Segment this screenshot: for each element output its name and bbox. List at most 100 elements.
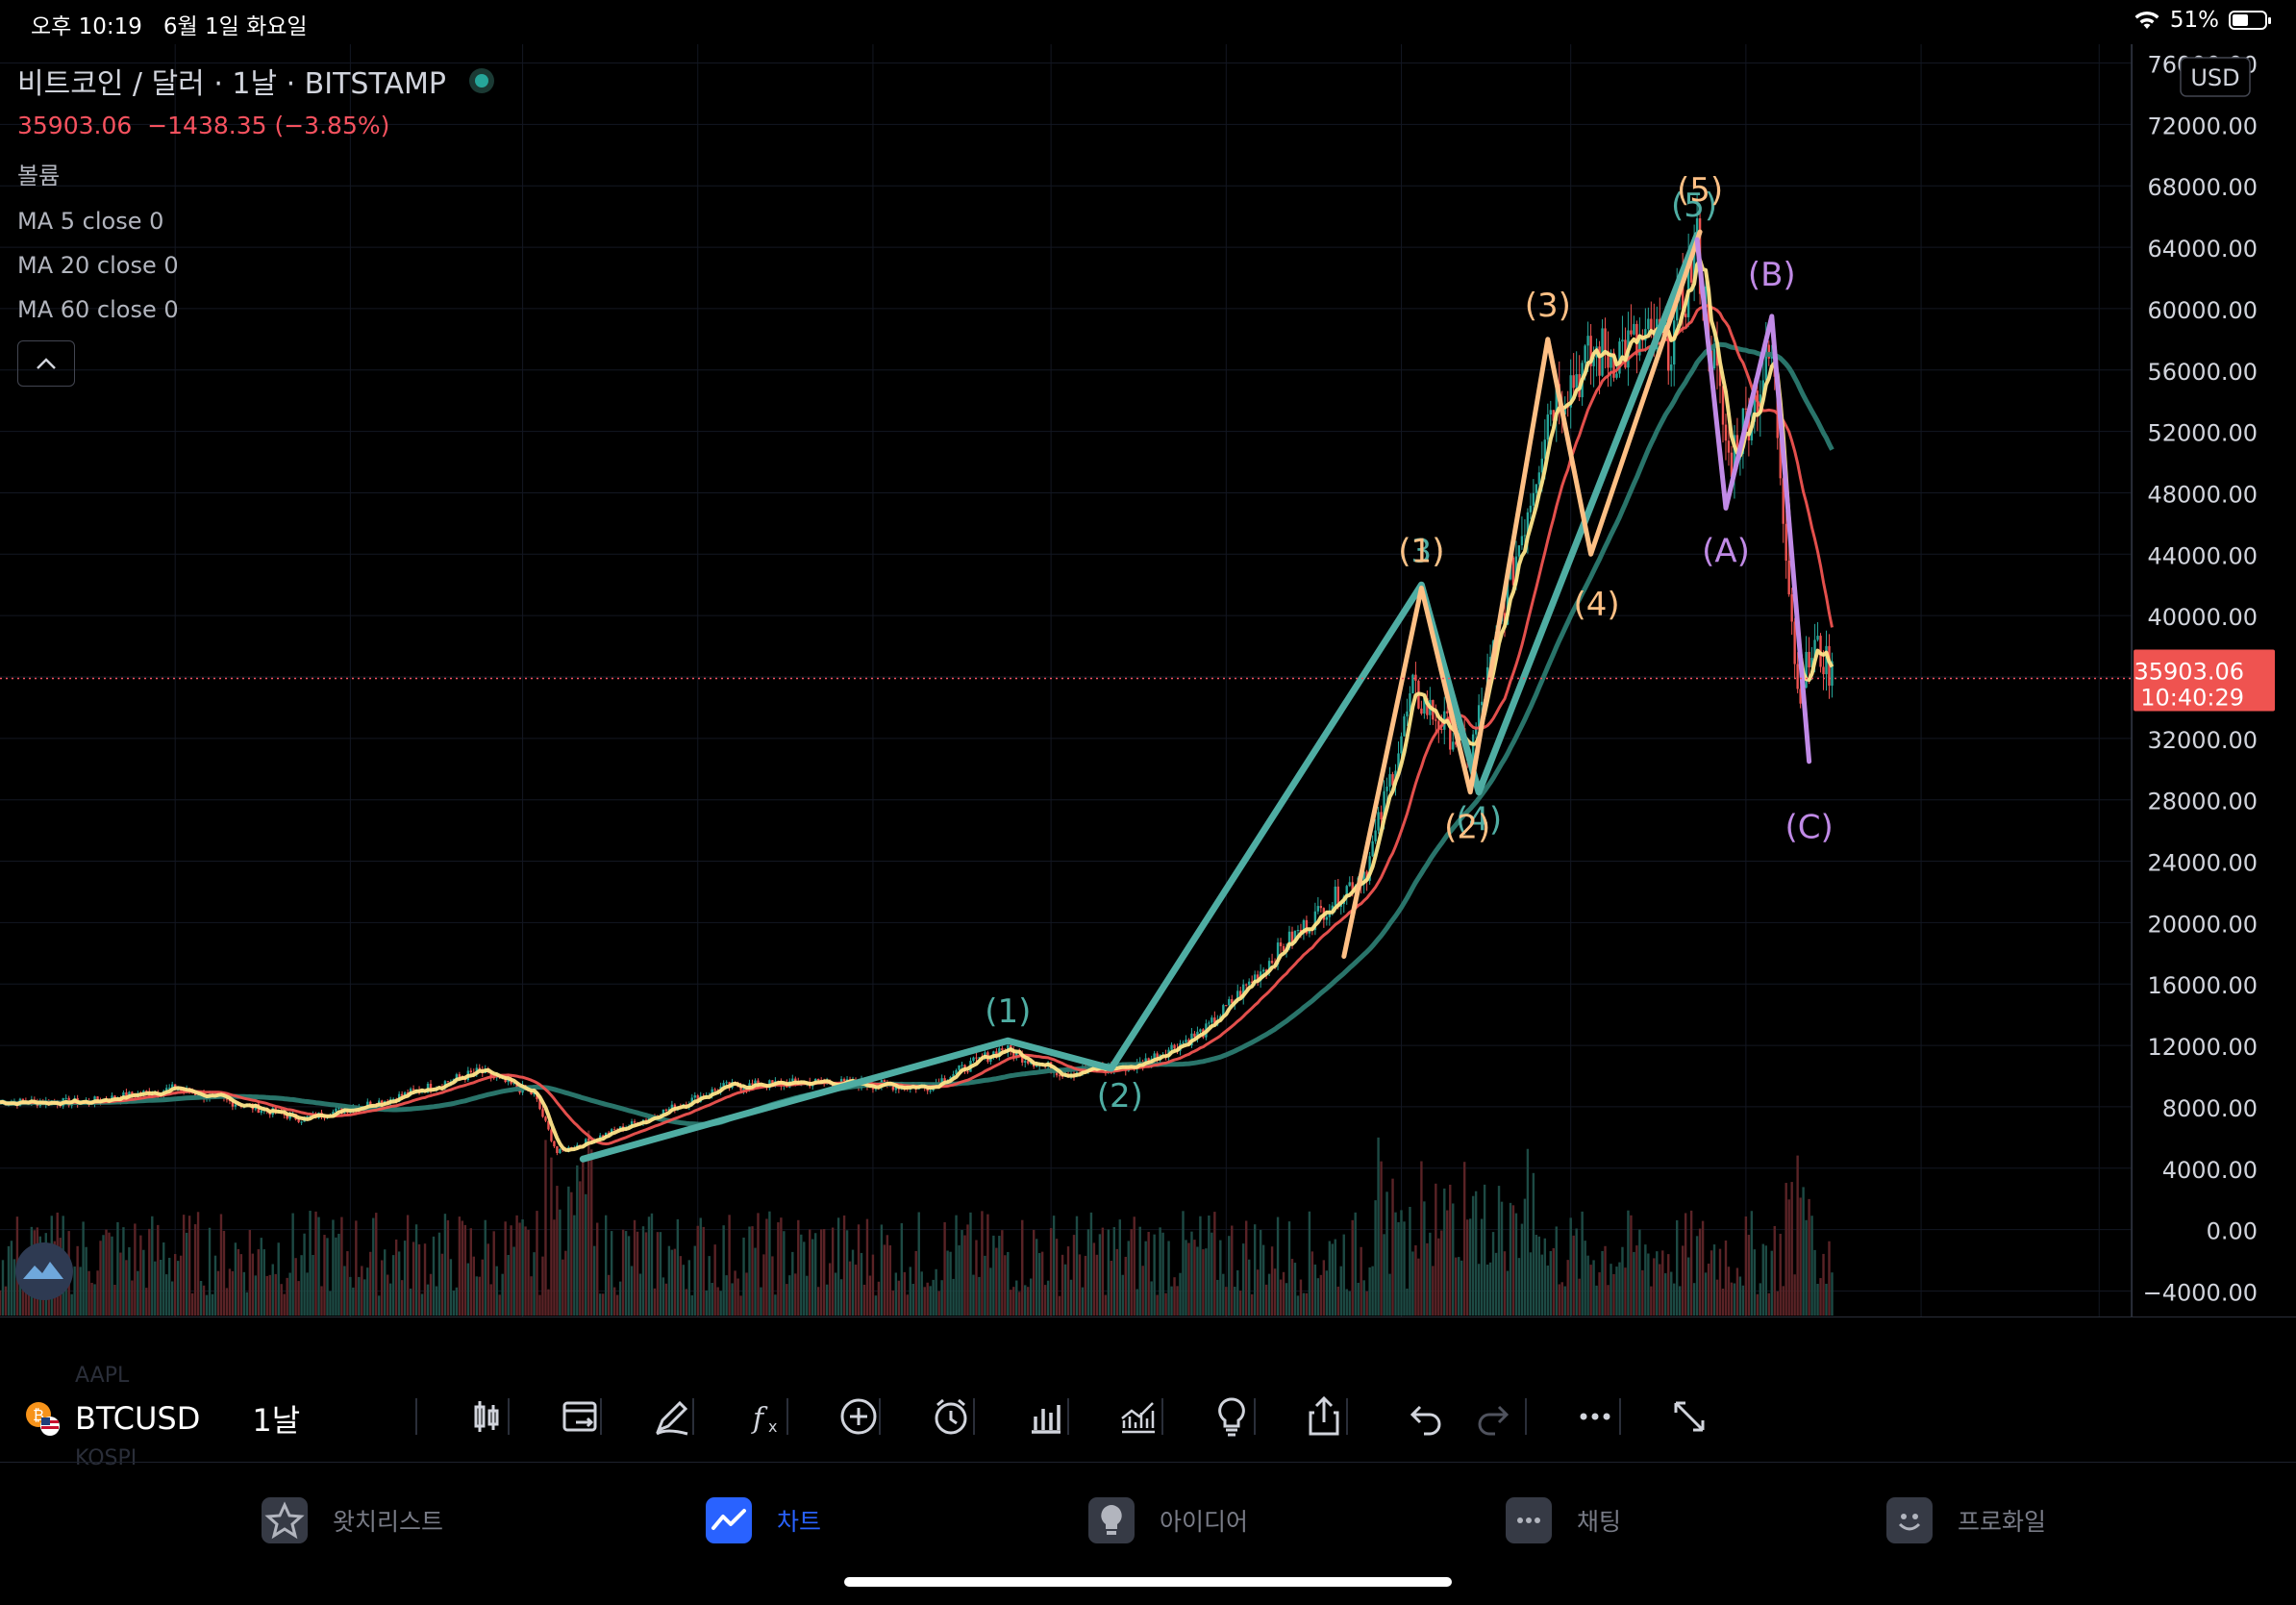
trend-button[interactable] <box>1113 1392 1161 1441</box>
volume-bar <box>187 1216 191 1316</box>
volume-bar <box>1423 1201 1426 1316</box>
volume-bar <box>323 1235 326 1316</box>
volume-bar <box>883 1244 886 1316</box>
volume-bar <box>610 1231 613 1316</box>
price-tick-label: 32000.00 <box>2147 727 2258 754</box>
candle-body <box>958 1065 961 1070</box>
candles-button[interactable] <box>462 1392 510 1441</box>
candle-body <box>1331 905 1335 912</box>
symbol-selector[interactable]: ₿ BTCUSD 1날 <box>23 1396 300 1441</box>
volume-bar <box>667 1245 671 1316</box>
candle-body <box>1308 930 1311 934</box>
volume-bar <box>1520 1223 1524 1316</box>
alert-button[interactable] <box>927 1392 975 1441</box>
home-indicator[interactable] <box>844 1577 1452 1587</box>
volume-bar <box>85 1246 87 1316</box>
redo-button[interactable] <box>1471 1392 1519 1441</box>
share-button[interactable] <box>1300 1392 1348 1441</box>
tab-label: 아이디어 <box>1160 1508 1249 1536</box>
compare-button[interactable] <box>556 1392 604 1441</box>
tab-bulb[interactable]: 아이디어 <box>1088 1497 1248 1543</box>
price-axis[interactable]: 76000.0072000.0068000.0064000.0060000.00… <box>2131 44 2275 1317</box>
volume-bar <box>1802 1187 1805 1316</box>
draw-button[interactable] <box>648 1392 696 1441</box>
symbol-title-row[interactable]: 비트코인 / 달러 · 1날 · BITSTAMP <box>17 60 494 102</box>
candle-body <box>1618 341 1621 374</box>
tab-chat[interactable]: 채팅 <box>1506 1497 1621 1543</box>
volume-bar <box>1488 1262 1492 1316</box>
undo-button[interactable] <box>1400 1392 1448 1441</box>
currency-button[interactable] <box>2180 57 2251 97</box>
ma5-indicator-label[interactable]: MA 5 close 0 <box>17 208 164 235</box>
volume-bar <box>1279 1279 1283 1316</box>
add-button[interactable] <box>835 1392 883 1441</box>
fullscreen-button[interactable] <box>1665 1392 1713 1441</box>
toolbar-separator <box>973 1398 975 1435</box>
volume-bar <box>423 1243 427 1316</box>
volume-indicator-label[interactable]: 볼륨 <box>17 163 61 189</box>
volume-bar <box>1659 1264 1661 1316</box>
wave-drawings[interactable] <box>579 229 1812 1163</box>
volume-bar <box>1130 1229 1133 1316</box>
tab-chart[interactable]: 차트 <box>706 1497 821 1543</box>
volume-bar <box>851 1249 855 1316</box>
volume-bar <box>417 1243 421 1316</box>
price-tick-label: 52000.00 <box>2147 420 2258 447</box>
candle-body <box>1267 961 1271 972</box>
volume-bar <box>1293 1263 1297 1316</box>
volume-bar <box>742 1237 745 1316</box>
volume-bar <box>1164 1292 1167 1316</box>
tab-smile[interactable]: 프로화일 <box>1886 1497 2046 1543</box>
bar-chart-button[interactable] <box>1021 1392 1069 1441</box>
candle-body <box>1440 728 1443 730</box>
volume-bar <box>466 1263 470 1316</box>
ideas-logo-button[interactable] <box>15 1242 73 1300</box>
volume-bar <box>1468 1218 1472 1316</box>
candle-body <box>381 1100 384 1105</box>
symbol-title[interactable]: 비트코인 / 달러 · 1날 · BITSTAMP <box>17 67 446 101</box>
volume-bar <box>1385 1191 1388 1316</box>
wave-orange-impulse[interactable] <box>1341 229 1703 959</box>
volume-bar <box>1790 1182 1793 1316</box>
volume-bar <box>280 1284 283 1316</box>
volume-bar <box>1 1260 5 1316</box>
candle-body <box>1027 1061 1030 1064</box>
volume-bar <box>375 1213 378 1316</box>
volume-bar <box>1313 1264 1317 1316</box>
candle-body <box>1250 981 1254 983</box>
volume-bar <box>1715 1279 1719 1316</box>
candle-body <box>1302 919 1306 933</box>
volume-bar <box>1127 1241 1130 1316</box>
collapse-legend-button[interactable] <box>17 340 75 387</box>
volume-bar <box>559 1209 562 1316</box>
interval-selector[interactable]: 1날 <box>252 1402 301 1439</box>
price-chart[interactable]: (1)(2)(3)(4)(5)(1)(2)(3)(4)(5)(A)(B)(C) … <box>0 44 2296 1317</box>
volume-bar <box>819 1229 823 1316</box>
volume-bar <box>1779 1233 1782 1316</box>
volume-bar <box>1225 1287 1228 1316</box>
ma60-indicator-label[interactable]: MA 60 close 0 <box>17 296 179 323</box>
volume-bar <box>1086 1229 1090 1316</box>
price-tick-label: 72000.00 <box>2147 113 2258 139</box>
volume-bar <box>1259 1229 1262 1316</box>
ma20-indicator-label[interactable]: MA 20 close 0 <box>17 252 179 279</box>
volume-bar <box>536 1211 538 1316</box>
candle-body <box>630 1121 634 1126</box>
candle-body <box>512 1082 515 1084</box>
candle-body <box>1552 410 1555 421</box>
candle-body <box>633 1121 636 1123</box>
wave-green-impulse[interactable] <box>579 231 1701 1163</box>
candle-body <box>1610 352 1612 368</box>
idea-button[interactable] <box>1208 1392 1256 1441</box>
more-button[interactable] <box>1571 1392 1619 1441</box>
volume-bar <box>478 1276 481 1316</box>
battery-icon <box>2229 11 2271 30</box>
volume-bar <box>751 1226 754 1316</box>
volume-bar <box>251 1253 255 1316</box>
tab-star[interactable]: 왓치리스트 <box>262 1497 443 1543</box>
volume-bar <box>1066 1246 1070 1316</box>
volume-bar <box>641 1226 645 1316</box>
volume-bar <box>1816 1284 1819 1316</box>
wave-purple-abc[interactable] <box>1694 237 1812 765</box>
